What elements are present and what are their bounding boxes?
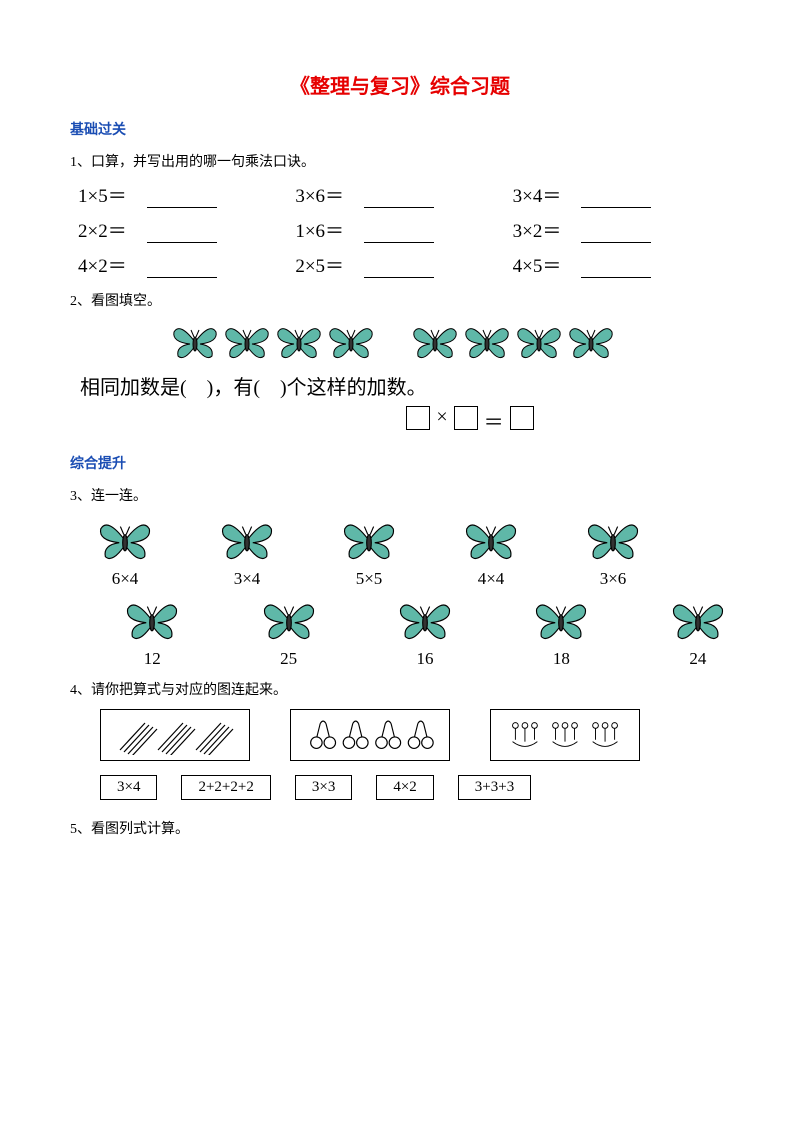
q3-item: 3×4 [212,515,282,589]
q2-fill-text: 相同加数是( )，有( )个这样的加数。 [80,371,730,400]
butterfly-icon [669,595,727,647]
q3-item: 5×5 [334,515,404,589]
q3-label: 12 [144,649,161,669]
q3-label: 3×6 [600,569,627,589]
q3-item: 18 [529,595,593,669]
q3-label: 18 [553,649,570,669]
q3-item: 12 [120,595,184,669]
q1-eq: 4×5＝ [513,251,562,278]
blank[interactable] [581,190,651,208]
q1-row: 4×2＝ 2×5＝ 4×5＝ [78,251,730,278]
butterfly-icon [584,515,642,567]
butterfly-icon [222,320,272,365]
eq-box: 3+3+3 [458,775,531,800]
cherries-image [290,709,450,761]
q2-butterflies [170,320,730,365]
q3-item: 4×4 [456,515,526,589]
q1-row: 2×2＝ 1×6＝ 3×2＝ [78,216,730,243]
butterfly-icon [410,320,460,365]
butterfly-icon [170,320,220,365]
blank[interactable] [147,260,217,278]
blank[interactable] [581,225,651,243]
q1-eq: 3×2＝ [513,216,562,243]
butterfly-icon [274,320,324,365]
q1-grid: 1×5＝ 3×6＝ 3×4＝ 2×2＝ 1×6＝ 3×2＝ 4×2＝ 2×5＝ … [78,181,730,278]
q4-images [100,709,730,761]
multiply-sign: × [436,406,447,435]
q3-item: 6×4 [90,515,160,589]
eq-box: 4×2 [376,775,433,800]
q3-label: 16 [417,649,434,669]
butterfly-icon [462,320,512,365]
q4-equations: 3×4 2+2+2+2 3×3 4×2 3+3+3 [100,775,730,800]
q3-label: 3×4 [234,569,261,589]
q1-eq: 2×2＝ [78,216,127,243]
q2-prompt: 2、看图填空。 [70,290,730,310]
butterfly-icon [218,515,276,567]
q3-label: 5×5 [356,569,383,589]
butterfly-icon [340,515,398,567]
butterfly-icon [96,515,154,567]
butterfly-icon [260,595,318,647]
blank[interactable] [147,225,217,243]
q3-item: 24 [666,595,730,669]
q3-item: 25 [256,595,320,669]
q1-eq: 3×4＝ [513,181,562,208]
q3-label: 24 [689,649,706,669]
q1-eq: 1×5＝ [78,181,127,208]
butterfly-icon [396,595,454,647]
q1-eq: 4×2＝ [78,251,127,278]
answer-box[interactable] [454,406,478,430]
q3-item: 16 [393,595,457,669]
butterfly-icon [326,320,376,365]
butterfly-icon [123,595,181,647]
butterfly-icon [566,320,616,365]
q1-eq: 1×6＝ [295,216,344,243]
q3-label: 25 [280,649,297,669]
blank[interactable] [364,260,434,278]
q2-equation-boxes: × ＝ [210,406,730,435]
q5-prompt: 5、看图列式计算。 [70,818,730,838]
q1-eq: 2×5＝ [295,251,344,278]
q1-row: 1×5＝ 3×6＝ 3×4＝ [78,181,730,208]
q1-eq: 3×6＝ [295,181,344,208]
butterfly-icon [514,320,564,365]
q3-item: 3×6 [578,515,648,589]
section-advanced: 综合提升 [70,453,730,473]
butterfly-icon [462,515,520,567]
eq-box: 2+2+2+2 [181,775,270,800]
page-title: 《整理与复习》综合习题 [70,70,730,99]
blank[interactable] [364,190,434,208]
q3-label: 4×4 [478,569,505,589]
flowers-image [490,709,640,761]
q1-prompt: 1、口算，并写出用的哪一句乘法口诀。 [70,151,730,171]
blank[interactable] [581,260,651,278]
eq-box: 3×3 [295,775,352,800]
q3-label: 6×4 [112,569,139,589]
answer-box[interactable] [406,406,430,430]
q3-grid: 6×4 3×4 5×5 4×4 [90,515,730,669]
blank[interactable] [364,225,434,243]
blank[interactable] [147,190,217,208]
pencils-image [100,709,250,761]
butterfly-icon [532,595,590,647]
eq-box: 3×4 [100,775,157,800]
answer-box[interactable] [510,406,534,430]
q4-prompt: 4、请你把算式与对应的图连起来。 [70,679,730,699]
section-basic: 基础过关 [70,119,730,139]
q3-prompt: 3、连一连。 [70,485,730,505]
equals-sign: ＝ [484,406,504,435]
